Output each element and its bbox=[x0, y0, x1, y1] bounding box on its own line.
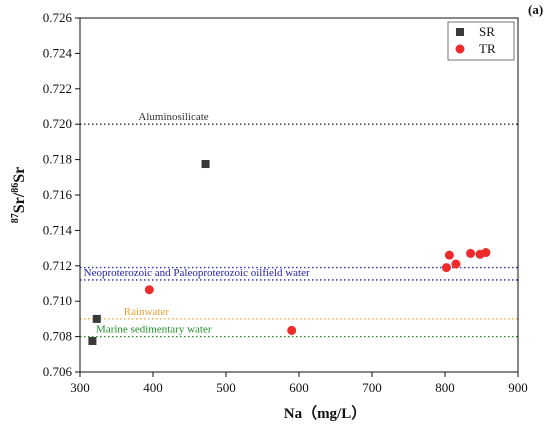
y-tick-label-5: 0.716 bbox=[43, 187, 73, 202]
legend-marker-tr bbox=[455, 44, 465, 54]
reference-label-2: Neoproterozoic and Paleoproterozoic oilf… bbox=[84, 267, 310, 279]
legend: SR TR bbox=[447, 21, 515, 61]
y-tick-label-10: 0.726 bbox=[43, 10, 73, 25]
point-tr-4 bbox=[451, 259, 461, 269]
reference-lines: Aluminosilicate Neoproterozoic and Paleop… bbox=[80, 111, 518, 338]
x-tick-label-5: 800 bbox=[435, 380, 455, 395]
y-axis-ticks: 0.706 0.708 0.710 0.712 0.714 0.716 0.718 0.720… bbox=[43, 10, 80, 379]
y-tick-label-2: 0.710 bbox=[43, 293, 72, 308]
y-tick-label-3: 0.712 bbox=[43, 258, 72, 273]
legend-label-tr: TR bbox=[479, 41, 496, 56]
y-axis-title: 87Sr/86Sr bbox=[10, 167, 28, 223]
y-axis-title-a: Sr/ bbox=[11, 192, 28, 213]
point-sr-0 bbox=[88, 337, 97, 346]
x-tick-label-1: 400 bbox=[143, 380, 163, 395]
point-sr-2 bbox=[201, 160, 210, 169]
y-axis-title-pre: 87 bbox=[10, 213, 21, 223]
point-tr-5 bbox=[466, 248, 476, 258]
reference-label-4: Marine sedimentary water bbox=[96, 324, 212, 336]
x-tick-label-2: 500 bbox=[216, 380, 236, 395]
point-tr-3 bbox=[444, 250, 454, 260]
y-tick-label-4: 0.714 bbox=[43, 222, 73, 237]
y-tick-label-8: 0.722 bbox=[43, 81, 72, 96]
point-sr-1 bbox=[92, 314, 101, 323]
x-tick-label-3: 600 bbox=[289, 380, 309, 395]
reference-label-3: Rainwater bbox=[124, 306, 170, 318]
point-tr-2 bbox=[441, 263, 451, 273]
point-tr-0 bbox=[144, 285, 154, 295]
y-tick-label-6: 0.718 bbox=[43, 152, 72, 167]
reference-label-0: Aluminosilicate bbox=[138, 111, 208, 123]
x-axis-title: Na（mg/L） bbox=[284, 404, 367, 422]
y-tick-label-9: 0.724 bbox=[43, 45, 73, 60]
panel-label: (a) bbox=[528, 2, 543, 17]
y-axis-title-b: Sr bbox=[11, 167, 28, 183]
x-tick-label-4: 700 bbox=[362, 380, 382, 395]
point-tr-7 bbox=[481, 248, 491, 258]
data-points bbox=[88, 160, 491, 346]
legend-label-sr: SR bbox=[479, 24, 495, 39]
legend-marker-sr bbox=[456, 28, 464, 36]
x-tick-label-6: 900 bbox=[508, 380, 528, 395]
x-axis-ticks: 300 400 500 600 700 800 900 bbox=[70, 372, 528, 395]
y-tick-label-1: 0.708 bbox=[43, 329, 72, 344]
y-axis-title-sup: 86 bbox=[10, 183, 21, 193]
point-tr-1 bbox=[287, 325, 297, 335]
x-tick-label-0: 300 bbox=[70, 380, 90, 395]
y-tick-label-0: 0.706 bbox=[43, 364, 73, 379]
y-tick-label-7: 0.720 bbox=[43, 116, 72, 131]
